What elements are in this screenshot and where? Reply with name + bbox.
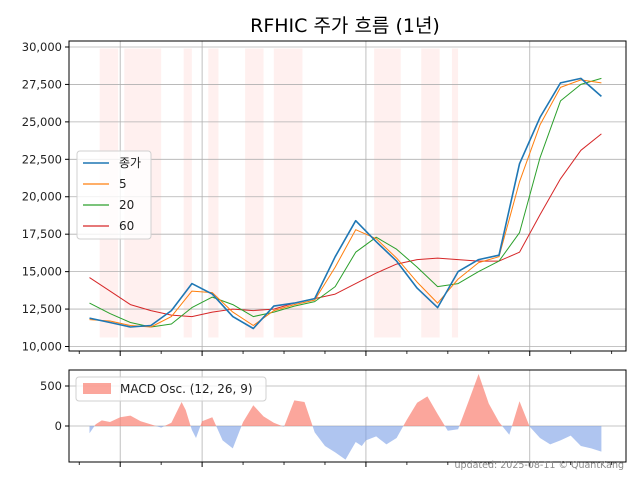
macd-legend-label: MACD Osc. (12, 26, 9)	[120, 382, 253, 396]
macd-axes-frame	[68, 369, 627, 463]
macd-y-ticks: 0 500	[40, 379, 69, 433]
macd-panel: 0 500 MACD Osc. (12, 26, 9)	[40, 369, 627, 467]
macd-x-ticks	[78, 462, 613, 467]
y-tick-label: 12,500	[22, 302, 62, 316]
price-panel: 10,000 12,500 15,000 17,500 20,000 22,500 25,0…	[22, 40, 627, 356]
y-tick-label: 10,000	[22, 340, 62, 354]
shaded-period	[183, 48, 192, 338]
shaded-period	[374, 48, 401, 338]
macd-legend-swatch	[83, 383, 111, 394]
legend-label: 종가	[119, 156, 141, 170]
macd-y-tick-label: 500	[40, 379, 62, 393]
price-series-lines	[89, 77, 602, 330]
shaded-period	[245, 48, 264, 338]
y-tick-label: 22,500	[22, 152, 62, 166]
macd-legend: MACD Osc. (12, 26, 9)	[75, 376, 267, 402]
macd-negative-area	[89, 426, 602, 460]
legend-box	[76, 150, 152, 240]
macd-oscillator-area	[89, 374, 602, 460]
macd-legend-box	[75, 376, 267, 402]
chart-title: RFHIC 주가 흐름 (1년)	[250, 15, 440, 37]
shaded-period	[208, 48, 219, 338]
footer-updated: updated: 2025-08-11 © QuantKang	[455, 460, 624, 471]
series-line-ma60	[89, 133, 602, 318]
shaded-period	[273, 48, 303, 338]
legend-label: 20	[119, 198, 134, 212]
y-tick-label: 27,500	[22, 77, 62, 91]
shaded-period	[421, 48, 440, 338]
price-axes-frame	[68, 40, 627, 352]
y-tick-label: 15,000	[22, 265, 62, 279]
series-line-ma5	[89, 79, 602, 328]
macd-y-tick-label: 0	[55, 419, 62, 433]
macd-positive-area	[89, 374, 602, 426]
y-tick-label: 25,000	[22, 115, 62, 129]
series-line-ma20	[89, 77, 602, 328]
y-tick-label: 30,000	[22, 40, 62, 54]
price-y-ticks: 10,000 12,500 15,000 17,500 20,000 22,500 25,0…	[22, 40, 69, 354]
y-tick-label: 20,000	[22, 190, 62, 204]
y-tick-label: 17,500	[22, 227, 62, 241]
shaded-period	[451, 48, 459, 338]
price-x-ticks	[78, 351, 613, 356]
legend-label: 5	[119, 177, 127, 191]
series-line-close	[89, 77, 602, 330]
legend-label: 60	[119, 219, 134, 233]
price-legend: 종가 5 20 60	[76, 150, 152, 240]
shaded-periods	[99, 48, 459, 338]
